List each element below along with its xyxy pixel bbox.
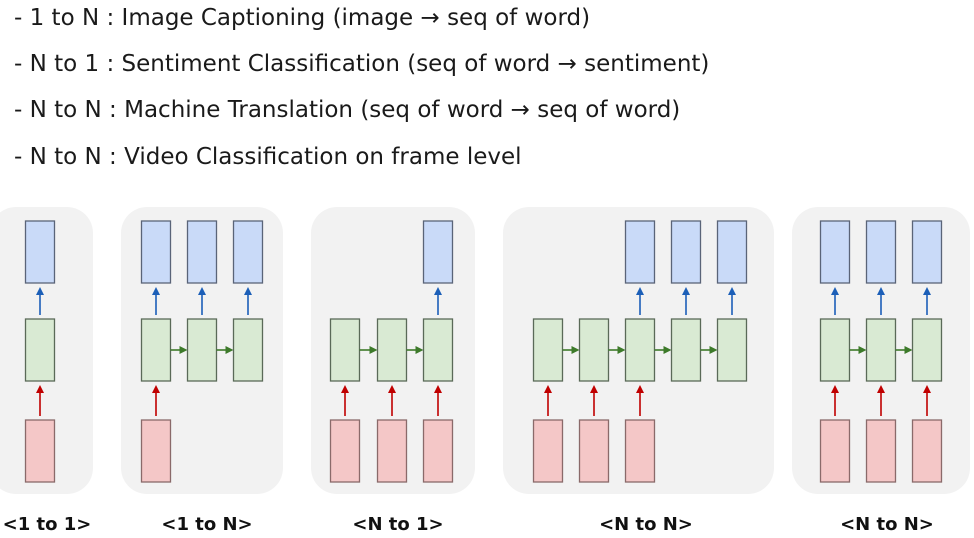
output-box <box>716 220 748 284</box>
output-box <box>232 220 264 284</box>
output-box <box>140 220 172 284</box>
hidden-state-box <box>532 318 564 382</box>
panel-5: <N to N> <box>792 207 970 535</box>
hidden-state-box <box>624 318 656 382</box>
bullet-1-to-n: - 1 to N : Image Captioning (image → seq… <box>14 5 591 31</box>
input-box <box>911 419 943 483</box>
hidden-state-box <box>865 318 897 382</box>
input-box <box>578 419 610 483</box>
hidden-state-box <box>232 318 264 382</box>
bullet-n-to-1: - N to 1 : Sentiment Classification (seq… <box>14 51 710 77</box>
output-box <box>670 220 702 284</box>
input-box <box>819 419 851 483</box>
panel-label: <1 to N> <box>161 514 252 535</box>
hidden-state-box <box>716 318 748 382</box>
bullet-n-to-n-video: - N to N : Video Classification on frame… <box>14 144 522 170</box>
panel-2: <1 to N> <box>121 207 283 535</box>
hidden-state-box <box>819 318 851 382</box>
output-box <box>865 220 897 284</box>
output-box <box>911 220 943 284</box>
input-box <box>329 419 361 483</box>
input-box <box>24 419 56 483</box>
hidden-state-box <box>422 318 454 382</box>
panel-label: <N to N> <box>599 514 693 535</box>
panel-1: <1 to 1> <box>0 207 93 535</box>
panel-label: <N to N> <box>840 514 934 535</box>
hidden-state-box <box>670 318 702 382</box>
output-box <box>819 220 851 284</box>
input-box <box>376 419 408 483</box>
hidden-state-box <box>186 318 218 382</box>
input-box <box>422 419 454 483</box>
input-box <box>865 419 897 483</box>
output-box <box>422 220 454 284</box>
output-box <box>624 220 656 284</box>
input-box <box>532 419 564 483</box>
input-box <box>140 419 172 483</box>
output-box <box>186 220 218 284</box>
output-box <box>24 220 56 284</box>
hidden-state-box <box>24 318 56 382</box>
panel-label: <N to 1> <box>352 514 443 535</box>
hidden-state-box <box>376 318 408 382</box>
panel-label: <1 to 1> <box>3 514 92 535</box>
hidden-state-box <box>140 318 172 382</box>
panel-3: <N to 1> <box>311 207 475 535</box>
hidden-state-box <box>329 318 361 382</box>
panel-4: <N to N> <box>503 207 774 535</box>
input-box <box>624 419 656 483</box>
hidden-state-box <box>911 318 943 382</box>
bullet-n-to-n-translation: - N to N : Machine Translation (seq of w… <box>14 97 681 123</box>
hidden-state-box <box>578 318 610 382</box>
